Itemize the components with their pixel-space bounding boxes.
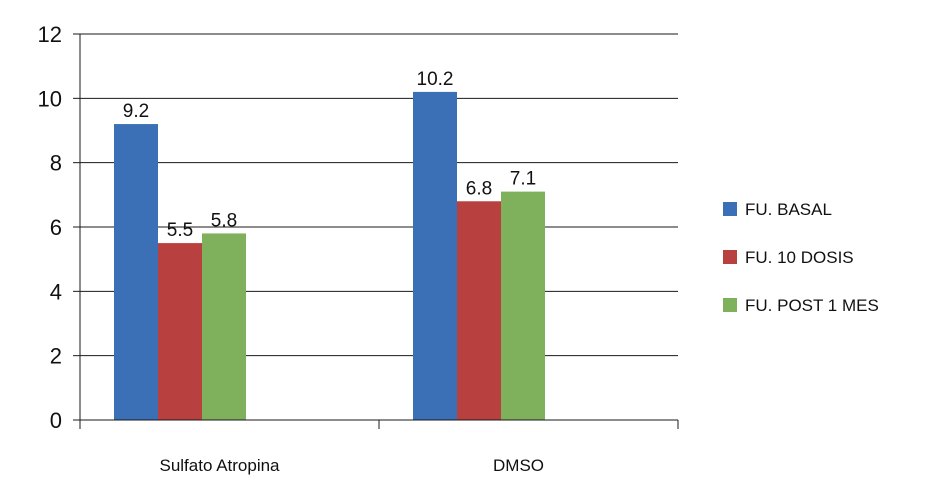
bar	[457, 201, 501, 420]
bar	[158, 243, 202, 420]
data-label: 5.8	[211, 210, 237, 231]
data-label: 9.2	[123, 101, 149, 122]
bars	[114, 91, 545, 421]
axes	[73, 33, 679, 429]
legend-label: FU. BASAL	[745, 200, 832, 219]
labels: 0 2 4 6 8 10 12 9.2 5.5 5.8 Sulfato Atropina 10.2 6.…	[38, 22, 544, 475]
legend-label: FU. POST 1 MES	[745, 296, 879, 315]
y-tick-label: 8	[50, 151, 62, 176]
legend-swatch	[723, 202, 737, 216]
bar	[413, 91, 457, 421]
y-tick-label: 4	[50, 279, 62, 304]
data-label: 7.1	[510, 169, 536, 190]
y-tick-label: 2	[50, 344, 62, 369]
data-label: 6.8	[466, 178, 492, 199]
y-tick-label: 12	[38, 22, 62, 47]
data-label: 10.2	[417, 69, 454, 90]
bar	[114, 124, 158, 421]
x-category-label: Sulfato Atropina	[159, 456, 280, 475]
x-category-label: DMSO	[493, 456, 544, 475]
y-tick-label: 10	[38, 86, 62, 111]
y-tick-label: 6	[50, 215, 62, 240]
data-label: 5.5	[167, 220, 193, 241]
bar	[501, 191, 545, 420]
legend-swatch	[723, 250, 737, 264]
legend-swatch	[723, 298, 737, 312]
legend: FU. BASAL FU. 10 DOSIS FU. POST 1 MES	[723, 200, 879, 315]
bar	[202, 233, 246, 420]
legend-label: FU. 10 DOSIS	[745, 248, 854, 267]
y-tick-label: 0	[50, 408, 62, 433]
